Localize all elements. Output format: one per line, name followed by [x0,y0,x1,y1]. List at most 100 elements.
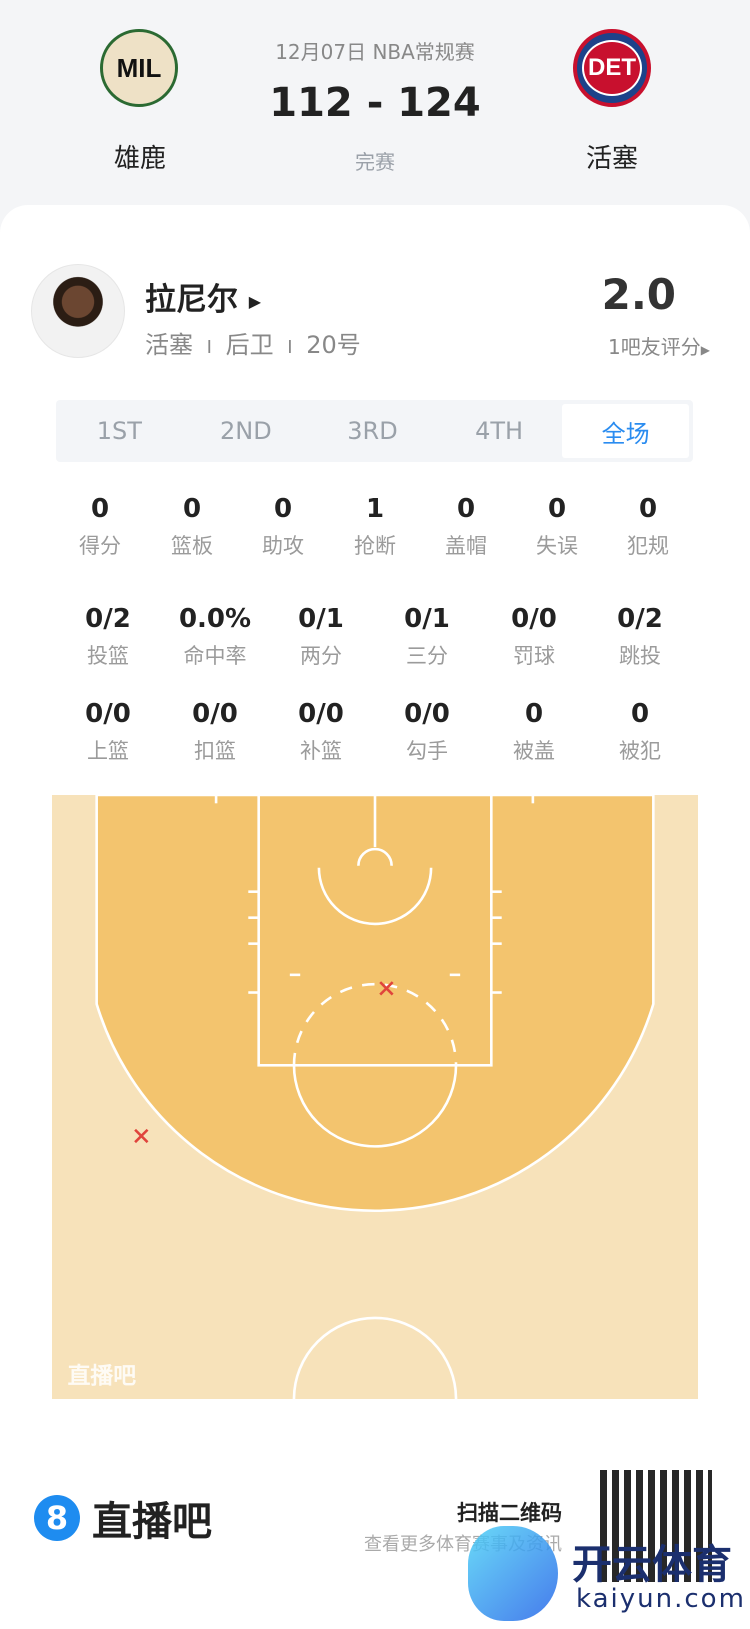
stat-value: 0 [524,699,544,729]
stat-item: 0/2 投篮 [53,604,163,670]
stat-item: 0 被盖 [479,699,589,765]
lane-hash-marks [214,795,535,994]
shot-miss-marker [134,1128,149,1144]
stat-label: 罚球 [513,644,555,668]
stat-label: 扣篮 [194,739,236,763]
brand-name: 直播吧 [92,1499,212,1545]
det-logo-text: DET [582,40,642,96]
stat-label: 补篮 [300,739,342,763]
zhibo8-brand-logo: 8 直播吧 [34,1489,212,1547]
paint-lane [257,795,493,1067]
stat-value: 0/2 [85,604,131,634]
stat-value: 0 [273,494,293,524]
stat-label: 失误 [536,534,578,558]
mil-team-logo[interactable]: MIL [100,29,178,107]
basket-rim [357,847,393,866]
stat-label: 跳投 [619,644,661,668]
player-team: 活塞 [145,331,193,359]
away-team-name[interactable]: 活塞 [585,144,638,174]
stat-label: 得分 [79,534,121,558]
stat-value: 0/0 [298,699,344,729]
stat-item: 0/1 两分 [266,604,376,670]
stat-value: 0 [547,494,567,524]
stat-item: 1 抢断 [320,494,430,560]
player-number: 20号 [306,331,361,359]
shot-markers [134,981,394,1144]
stat-label: 上篮 [87,739,129,763]
restricted-area-arc [317,867,433,926]
stat-value: 0/0 [511,604,557,634]
stat-item: 0 被犯 [585,699,695,765]
stat-value: 0/2 [617,604,663,634]
stat-label: 两分 [300,644,342,668]
rating-label: 1吧友评分 [608,335,701,359]
stat-label: 助攻 [262,534,304,558]
stat-label: 三分 [406,644,448,668]
free-throw-circle-top [292,982,458,1066]
home-team-name[interactable]: 雄鹿 [113,144,166,174]
stat-item: 0 失误 [502,494,612,560]
zhibo8-logo-icon: 8 [34,1495,80,1541]
tab-full-game[interactable]: 全场 [562,404,689,458]
stat-item: 0.0% 命中率 [160,604,270,670]
stat-item: 0/0 扣篮 [160,699,270,765]
match-score: 112 - 124 [269,80,481,126]
player-avatar [31,264,125,358]
shot-chart-court: 直播吧 [52,795,698,1399]
stat-item: 0/0 上篮 [53,699,163,765]
stat-label: 命中率 [183,644,247,668]
stat-value: 0/1 [298,604,344,634]
rating-link[interactable]: 1吧友评分▶ [608,331,710,360]
player-name-link[interactable]: 拉尼尔 ▶ [145,274,261,319]
stat-value: 0/0 [404,699,450,729]
stat-value: 0.0% [178,604,252,634]
overlay-brand: 开云体育 [572,1542,732,1588]
stat-value: 0 [90,494,110,524]
qr-code[interactable] [600,1470,712,1582]
player-name: 拉尼尔 [145,282,238,318]
stat-label: 抢断 [354,534,396,558]
stat-value: 0 [182,494,202,524]
stat-item: 0/2 跳投 [585,604,695,670]
stat-label: 被犯 [619,739,661,763]
period-tabs: 1ST 2ND 3RD 4TH 全场 [56,400,693,462]
stat-item: 0 盖帽 [411,494,521,560]
shot-miss-marker [379,981,394,996]
stat-value: 0/1 [404,604,450,634]
match-status: 完赛 [355,150,395,174]
stat-label: 篮板 [171,534,213,558]
separator: I [206,337,212,358]
tab-4th[interactable]: 4TH [475,417,524,445]
stat-label: 勾手 [406,739,448,763]
player-position: 后卫 [225,331,274,359]
separator: I [287,337,293,358]
stat-value: 0/0 [85,699,131,729]
tab-2nd[interactable]: 2ND [220,417,272,445]
player-rating: 2.0 [601,270,676,319]
stat-label: 被盖 [513,739,555,763]
det-team-logo[interactable]: DET [573,29,651,107]
stat-item: 0/1 三分 [372,604,482,670]
tab-3rd[interactable]: 3RD [347,417,398,445]
scan-title: 扫描二维码 [457,1501,562,1525]
player-meta: 活塞 I 后卫 I 20号 [145,325,361,360]
stat-value: 1 [365,494,385,524]
overlay-url: kaiyun.com [576,1584,746,1614]
court-watermark: 直播吧 [68,1362,137,1389]
stat-label: 盖帽 [445,534,487,558]
stat-item: 0 得分 [45,494,155,560]
stat-item: 0 助攻 [228,494,338,560]
three-point-line [95,795,655,1212]
kaiyun-logo-icon [468,1526,558,1621]
stat-value: 0 [630,699,650,729]
stat-item: 0 犯规 [593,494,703,560]
free-throw-circle-bottom [292,1065,458,1148]
stat-value: 0 [638,494,658,524]
stat-label: 投篮 [87,644,129,668]
tab-1st[interactable]: 1ST [96,417,142,445]
match-date-league: 12月07日 NBA常规赛 [275,40,475,64]
stat-item: 0 篮板 [137,494,247,560]
caret-right-icon: ▶ [248,292,262,311]
stat-item: 0/0 勾手 [372,699,482,765]
stat-value: 0 [456,494,476,524]
